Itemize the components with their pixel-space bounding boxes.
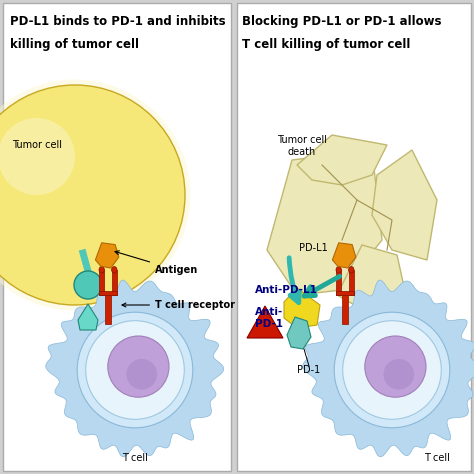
Bar [348, 270, 354, 295]
Circle shape [127, 359, 157, 390]
Polygon shape [287, 317, 311, 349]
Circle shape [343, 321, 441, 419]
Ellipse shape [111, 266, 117, 273]
Ellipse shape [348, 266, 354, 273]
Circle shape [74, 271, 102, 299]
Polygon shape [303, 280, 474, 457]
Bar [105, 295, 111, 324]
Polygon shape [95, 243, 119, 268]
Text: Antigen: Antigen [115, 251, 198, 275]
Circle shape [108, 336, 169, 397]
Bar [99, 270, 104, 295]
Bar [111, 270, 117, 295]
Polygon shape [337, 245, 407, 315]
Polygon shape [297, 135, 387, 185]
Circle shape [383, 359, 414, 390]
Circle shape [0, 80, 191, 310]
Circle shape [365, 336, 426, 397]
Polygon shape [372, 150, 437, 260]
Text: PD-1: PD-1 [297, 365, 320, 375]
Text: Tumor cell
death: Tumor cell death [277, 135, 327, 156]
Circle shape [86, 321, 184, 419]
Polygon shape [284, 288, 320, 328]
Ellipse shape [336, 266, 341, 273]
Text: killing of tumor cell: killing of tumor cell [10, 38, 139, 51]
Ellipse shape [99, 266, 104, 273]
Circle shape [0, 85, 185, 305]
Text: T cell receptor: T cell receptor [122, 300, 235, 310]
Polygon shape [332, 243, 356, 268]
Text: Anti-
PD-1: Anti- PD-1 [255, 307, 283, 329]
Text: T cell: T cell [424, 453, 450, 463]
Bar [237, 3, 471, 471]
Text: Blocking PD-L1 or PD-1 allows: Blocking PD-L1 or PD-1 allows [242, 15, 441, 28]
Text: Anti-PD-L1: Anti-PD-L1 [255, 285, 318, 295]
Text: T cell killing of tumor cell: T cell killing of tumor cell [242, 38, 410, 51]
Circle shape [0, 118, 75, 195]
Polygon shape [247, 306, 283, 338]
Bar [99, 291, 117, 295]
Bar [342, 295, 348, 324]
Text: T cell: T cell [122, 453, 148, 463]
Polygon shape [267, 150, 382, 295]
Text: Tumor cell: Tumor cell [12, 140, 62, 150]
Bar [336, 291, 354, 295]
Polygon shape [46, 280, 224, 457]
Polygon shape [78, 304, 98, 330]
Circle shape [334, 312, 450, 428]
Bar [3, 3, 231, 471]
Text: PD-L1 binds to PD-1 and inhibits: PD-L1 binds to PD-1 and inhibits [10, 15, 226, 28]
Circle shape [77, 312, 193, 428]
Text: PD-L1: PD-L1 [299, 243, 328, 253]
Bar [336, 270, 341, 295]
